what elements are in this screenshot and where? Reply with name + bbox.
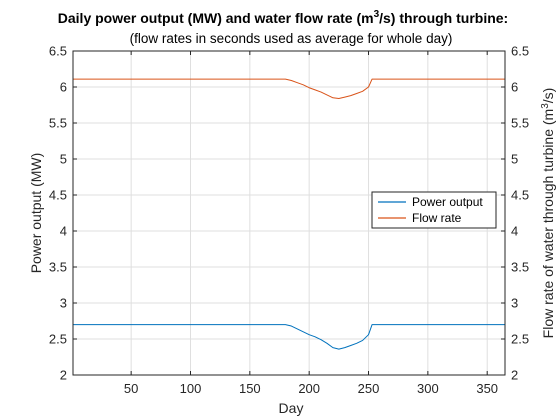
x-tick-label: 50 [124, 381, 138, 396]
legend-box [371, 191, 497, 229]
y-axis-left-label: Power output (MW) [28, 153, 44, 274]
y-right-tick-label: 6 [511, 80, 518, 95]
y-left-tick-label: 6.5 [49, 44, 67, 59]
ticks: 50 100 150 200 250 300 350 2 2 2.5 2.5 3 3 3.5 3.5 4 4 4.… [49, 44, 529, 397]
chart-title: Daily power output (MW) and water flow r… [58, 9, 508, 26]
series-layer [73, 78, 505, 350]
x-axis-label: Day [279, 400, 304, 416]
x-tick-label: 150 [239, 381, 261, 396]
y-right-tick-label: 4.5 [511, 188, 529, 203]
y-left-tick-label: 4.5 [49, 188, 67, 203]
y-right-tick-label: 2 [511, 368, 518, 383]
series-line-power-output [73, 324, 505, 350]
x-tick-label: 200 [298, 381, 320, 396]
y-left-tick-label: 5 [60, 152, 67, 167]
chart-subtitle: (flow rates in seconds used as average f… [130, 31, 453, 46]
y-left-tick-label: 2.5 [49, 332, 67, 347]
y-right-tick-label: 2.5 [511, 332, 529, 347]
y-left-tick-label: 4 [60, 224, 67, 239]
legend-label: Power output [412, 195, 483, 209]
y-right-tick-label: 3 [511, 296, 518, 311]
legend: Power output Flow rate [371, 191, 497, 229]
series-line-flow-rate [73, 78, 505, 100]
y-right-tick-label: 3.5 [511, 260, 529, 275]
plot-frame [72, 50, 506, 376]
y-left-tick-label: 6 [60, 80, 67, 95]
x-tick-label: 350 [476, 381, 498, 396]
y-right-tick-label: 6.5 [511, 44, 529, 59]
y-left-tick-label: 3.5 [49, 260, 67, 275]
y-left-tick-label: 2 [60, 368, 67, 383]
y-left-tick-label: 3 [60, 296, 67, 311]
x-tick-label: 300 [417, 381, 439, 396]
x-tick-label: 100 [180, 381, 202, 396]
y-left-tick-label: 5.5 [49, 116, 67, 131]
y-right-tick-label: 5 [511, 152, 518, 167]
legend-label: Flow rate [412, 211, 462, 225]
y-right-tick-label: 5.5 [511, 116, 529, 131]
y-right-tick-label: 4 [511, 224, 518, 239]
x-tick-label: 250 [358, 381, 380, 396]
y-axis-right-label: Flow rate of water through turbine (m3/s… [540, 88, 556, 339]
